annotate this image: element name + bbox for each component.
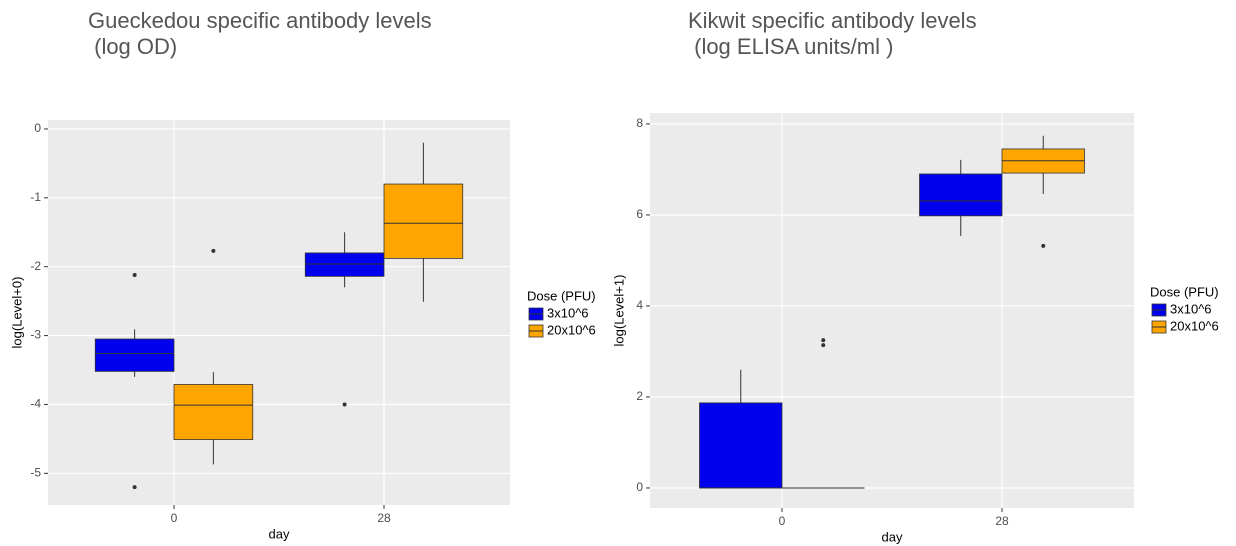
chart-title: Kikwit specific antibody levels (688, 8, 977, 33)
box (173, 384, 254, 440)
chart-title: (log ELISA units/ml ) (688, 34, 893, 59)
y-axis-title: log(Level+0) (9, 277, 24, 349)
chart-title: Gueckedou specific antibody levels (88, 8, 432, 33)
y-tick-label: -2 (30, 259, 41, 273)
outlier (342, 402, 347, 407)
outlier (1041, 243, 1046, 248)
x-tick-label: 28 (995, 514, 1009, 528)
legend-title: Dose (PFU) (1150, 284, 1219, 299)
y-tick-label: 2 (636, 389, 643, 403)
box (699, 402, 783, 489)
box (919, 173, 1003, 217)
box (383, 183, 464, 259)
x-axis-title: day (269, 526, 290, 541)
y-tick-label: -5 (30, 465, 41, 479)
x-tick-label: 28 (377, 511, 391, 525)
x-tick-label: 0 (779, 514, 786, 528)
x-axis-title: day (882, 529, 903, 544)
box (94, 338, 175, 372)
outlier (132, 485, 137, 490)
legend-label: 3x10^6 (547, 305, 589, 320)
y-tick-label: 0 (636, 480, 643, 494)
x-tick-label: 0 (171, 511, 178, 525)
box (304, 252, 385, 277)
y-tick-label: 4 (636, 298, 643, 312)
y-tick-label: 8 (636, 116, 643, 130)
y-tick-label: -4 (30, 397, 41, 411)
panel (48, 120, 510, 505)
legend-title: Dose (PFU) (527, 288, 596, 303)
y-axis-title: log(Level+1) (611, 275, 626, 347)
outlier (821, 343, 826, 348)
legend-label: 20x10^6 (547, 322, 596, 337)
y-tick-label: 6 (636, 207, 643, 221)
legend-label: 20x10^6 (1170, 318, 1219, 333)
legend-label: 3x10^6 (1170, 301, 1212, 316)
chart-title: (log OD) (88, 34, 177, 59)
y-tick-label: -1 (30, 190, 41, 204)
y-tick-label: 0 (34, 121, 41, 135)
outlier (132, 272, 137, 277)
y-tick-label: -3 (30, 328, 41, 342)
outlier (821, 338, 826, 343)
outlier (211, 248, 216, 253)
